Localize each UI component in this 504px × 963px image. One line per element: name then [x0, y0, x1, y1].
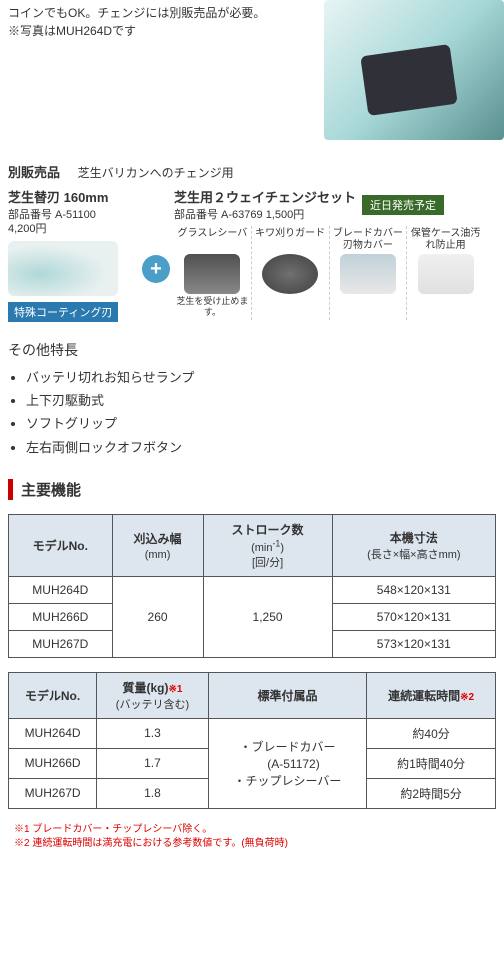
accessory-label-text: 別販売品	[8, 165, 60, 180]
acc-l1: ・ブレードカバー	[239, 740, 335, 754]
th-mass-sub: (バッテリ含む)	[116, 699, 189, 711]
spec-table-2: モデルNo. 質量(kg)※1 (バッテリ含む) 標準付属品 連続運転時間※2 …	[8, 672, 496, 809]
set-item: キワ刈りガード	[251, 226, 329, 320]
set-item-note: 芝生を受け止めます。	[176, 296, 249, 318]
th-runtime: 連続運転時間※2	[367, 672, 496, 718]
th-stroke: ストローク数 (min-1) [回/分]	[203, 515, 332, 577]
accessory-label: 別販売品 芝生バリカンへのチェンジ用	[8, 162, 496, 181]
accessory-right: 芝生用２ウェイチェンジセット 部品番号 A-63769 1,500円 近日発売予…	[174, 187, 484, 322]
cell-runtime: 約40分	[367, 718, 496, 748]
feature-item: ソフトグリップ	[26, 412, 496, 435]
th-stroke-text: ストローク数	[232, 523, 304, 537]
set-item: グラスレシーバ 芝生を受け止めます。	[174, 226, 251, 320]
coating-badge: 特殊コーティング刃	[8, 302, 118, 322]
th-width-unit: (mm)	[145, 549, 171, 561]
cell-mass: 1.3	[97, 718, 209, 748]
table-row: MUH264D 1.3 ・ブレードカバー (A-51172) ・チップレシーバー…	[9, 718, 496, 748]
feature-item: 上下刃駆動式	[26, 389, 496, 412]
cell-model: MUH266D	[9, 748, 97, 778]
table-header-row: モデルNo. 刈込み幅 (mm) ストローク数 (min-1) [回/分] 本機…	[9, 515, 496, 577]
set-item-image	[184, 254, 240, 294]
th-mass: 質量(kg)※1 (バッテリ含む)	[97, 672, 209, 718]
set-item-image	[262, 254, 318, 294]
accessories-row: 芝生替刃 160mm 部品番号 A-51100 4,200円 特殊コーティング刃…	[8, 187, 496, 322]
set-item-label: ブレードカバー刃物カバー	[332, 228, 405, 252]
top-text-2: ※写真はMUH264Dです	[8, 22, 318, 40]
cell-model: MUH264D	[9, 576, 113, 603]
cell-size: 570×120×131	[332, 603, 495, 630]
plus-icon: +	[142, 255, 170, 283]
cell-model: MUH266D	[9, 603, 113, 630]
top-text-1: コインでもOK。チェンジには別販売品が必要。	[8, 4, 318, 22]
th-runtime-note: ※2	[460, 692, 474, 703]
footnotes: ※1 ブレードカバー・チップレシーバ除く。 ※2 連続運転時間は満充電における参…	[14, 823, 496, 851]
footnote-2: ※2 連続運転時間は満充電における参考数値です。(無負荷時)	[14, 837, 496, 851]
th-size-text: 本機寸法	[390, 531, 438, 545]
th-width-text: 刈込み幅	[134, 532, 182, 546]
soon-badge: 近日発売予定	[362, 195, 444, 215]
th-size-unit: (長さ×幅×高さmm)	[367, 549, 461, 561]
feature-list: バッテリ切れお知らせランプ 上下刃駆動式 ソフトグリップ 左右両側ロックオフボタ…	[8, 366, 496, 460]
cell-runtime: 約1時間40分	[367, 748, 496, 778]
cell-mass: 1.8	[97, 778, 209, 808]
product-photo	[324, 0, 504, 140]
cell-accessory: ・ブレードカバー (A-51172) ・チップレシーバー	[208, 718, 366, 808]
acc-l2: (A-51172)	[255, 757, 319, 771]
cell-model: MUH264D	[9, 718, 97, 748]
th-accessory: 標準付属品	[208, 672, 366, 718]
set-item-label: グラスレシーバ	[176, 228, 249, 252]
cell-model: MUH267D	[9, 630, 113, 657]
cell-model: MUH267D	[9, 778, 97, 808]
acc-left-partnum: 部品番号 A-51100	[8, 209, 96, 221]
table-header-row: モデルNo. 質量(kg)※1 (バッテリ含む) 標準付属品 連続運転時間※2	[9, 672, 496, 718]
th-model: モデルNo.	[9, 672, 97, 718]
table-row: MUH264D 260 1,250 548×120×131	[9, 576, 496, 603]
th-stroke-unit3: [回/分]	[252, 557, 283, 569]
th-mass-text: 質量(kg)	[122, 681, 168, 695]
cell-width: 260	[112, 576, 203, 657]
acc-right-head: 芝生用２ウェイチェンジセット 部品番号 A-63769 1,500円 近日発売予…	[174, 187, 484, 222]
feature-item: バッテリ切れお知らせランプ	[26, 366, 496, 389]
acc-left-price: 4,200円	[8, 223, 47, 235]
cell-mass: 1.7	[97, 748, 209, 778]
th-mass-note: ※1	[168, 684, 182, 695]
spec-head: 主要機能	[8, 479, 496, 500]
th-runtime-text: 連続運転時間	[388, 689, 460, 703]
blade-image	[8, 241, 118, 296]
th-size: 本機寸法 (長さ×幅×高さmm)	[332, 515, 495, 577]
cell-size: 548×120×131	[332, 576, 495, 603]
accessory-sub: 芝生バリカンへのチェンジ用	[78, 166, 234, 180]
set-item-label: 保管ケース油汚れ防止用	[409, 228, 482, 252]
th-model: モデルNo.	[9, 515, 113, 577]
acc-right-title: 芝生用２ウェイチェンジセット	[174, 187, 356, 206]
acc-left-title: 芝生替刃 160mm	[8, 187, 138, 206]
set-item: ブレードカバー刃物カバー	[329, 226, 407, 320]
cell-size: 573×120×131	[332, 630, 495, 657]
cell-runtime: 約2時間5分	[367, 778, 496, 808]
cell-stroke: 1,250	[203, 576, 332, 657]
top-section: コインでもOK。チェンジには別販売品が必要。 ※写真はMUH264Dです	[8, 4, 496, 154]
th-stroke-unit: (min-1)	[251, 542, 284, 554]
other-features-head: その他特長	[8, 340, 496, 360]
top-text: コインでもOK。チェンジには別販売品が必要。 ※写真はMUH264Dです	[8, 4, 318, 40]
u1: (min	[251, 542, 272, 554]
th-width: 刈込み幅 (mm)	[112, 515, 203, 577]
u2: )	[280, 542, 284, 554]
acc-left-part: 部品番号 A-51100 4,200円	[8, 208, 138, 237]
accessory-left: 芝生替刃 160mm 部品番号 A-51100 4,200円 特殊コーティング刃	[8, 187, 138, 322]
spec-table-1: モデルNo. 刈込み幅 (mm) ストローク数 (min-1) [回/分] 本機…	[8, 514, 496, 658]
feature-item: 左右両側ロックオフボタン	[26, 436, 496, 459]
set-item-image	[418, 254, 474, 294]
acc-right-part: 部品番号 A-63769 1,500円	[174, 208, 356, 222]
set-item-image	[340, 254, 396, 294]
acc-l3: ・チップレシーバー	[234, 774, 342, 788]
footnote-1: ※1 ブレードカバー・チップレシーバ除く。	[14, 823, 496, 837]
set-item: 保管ケース油汚れ防止用	[406, 226, 484, 320]
set-items: グラスレシーバ 芝生を受け止めます。 キワ刈りガード ブレードカバー刃物カバー …	[174, 226, 484, 320]
set-item-label: キワ刈りガード	[254, 228, 327, 252]
